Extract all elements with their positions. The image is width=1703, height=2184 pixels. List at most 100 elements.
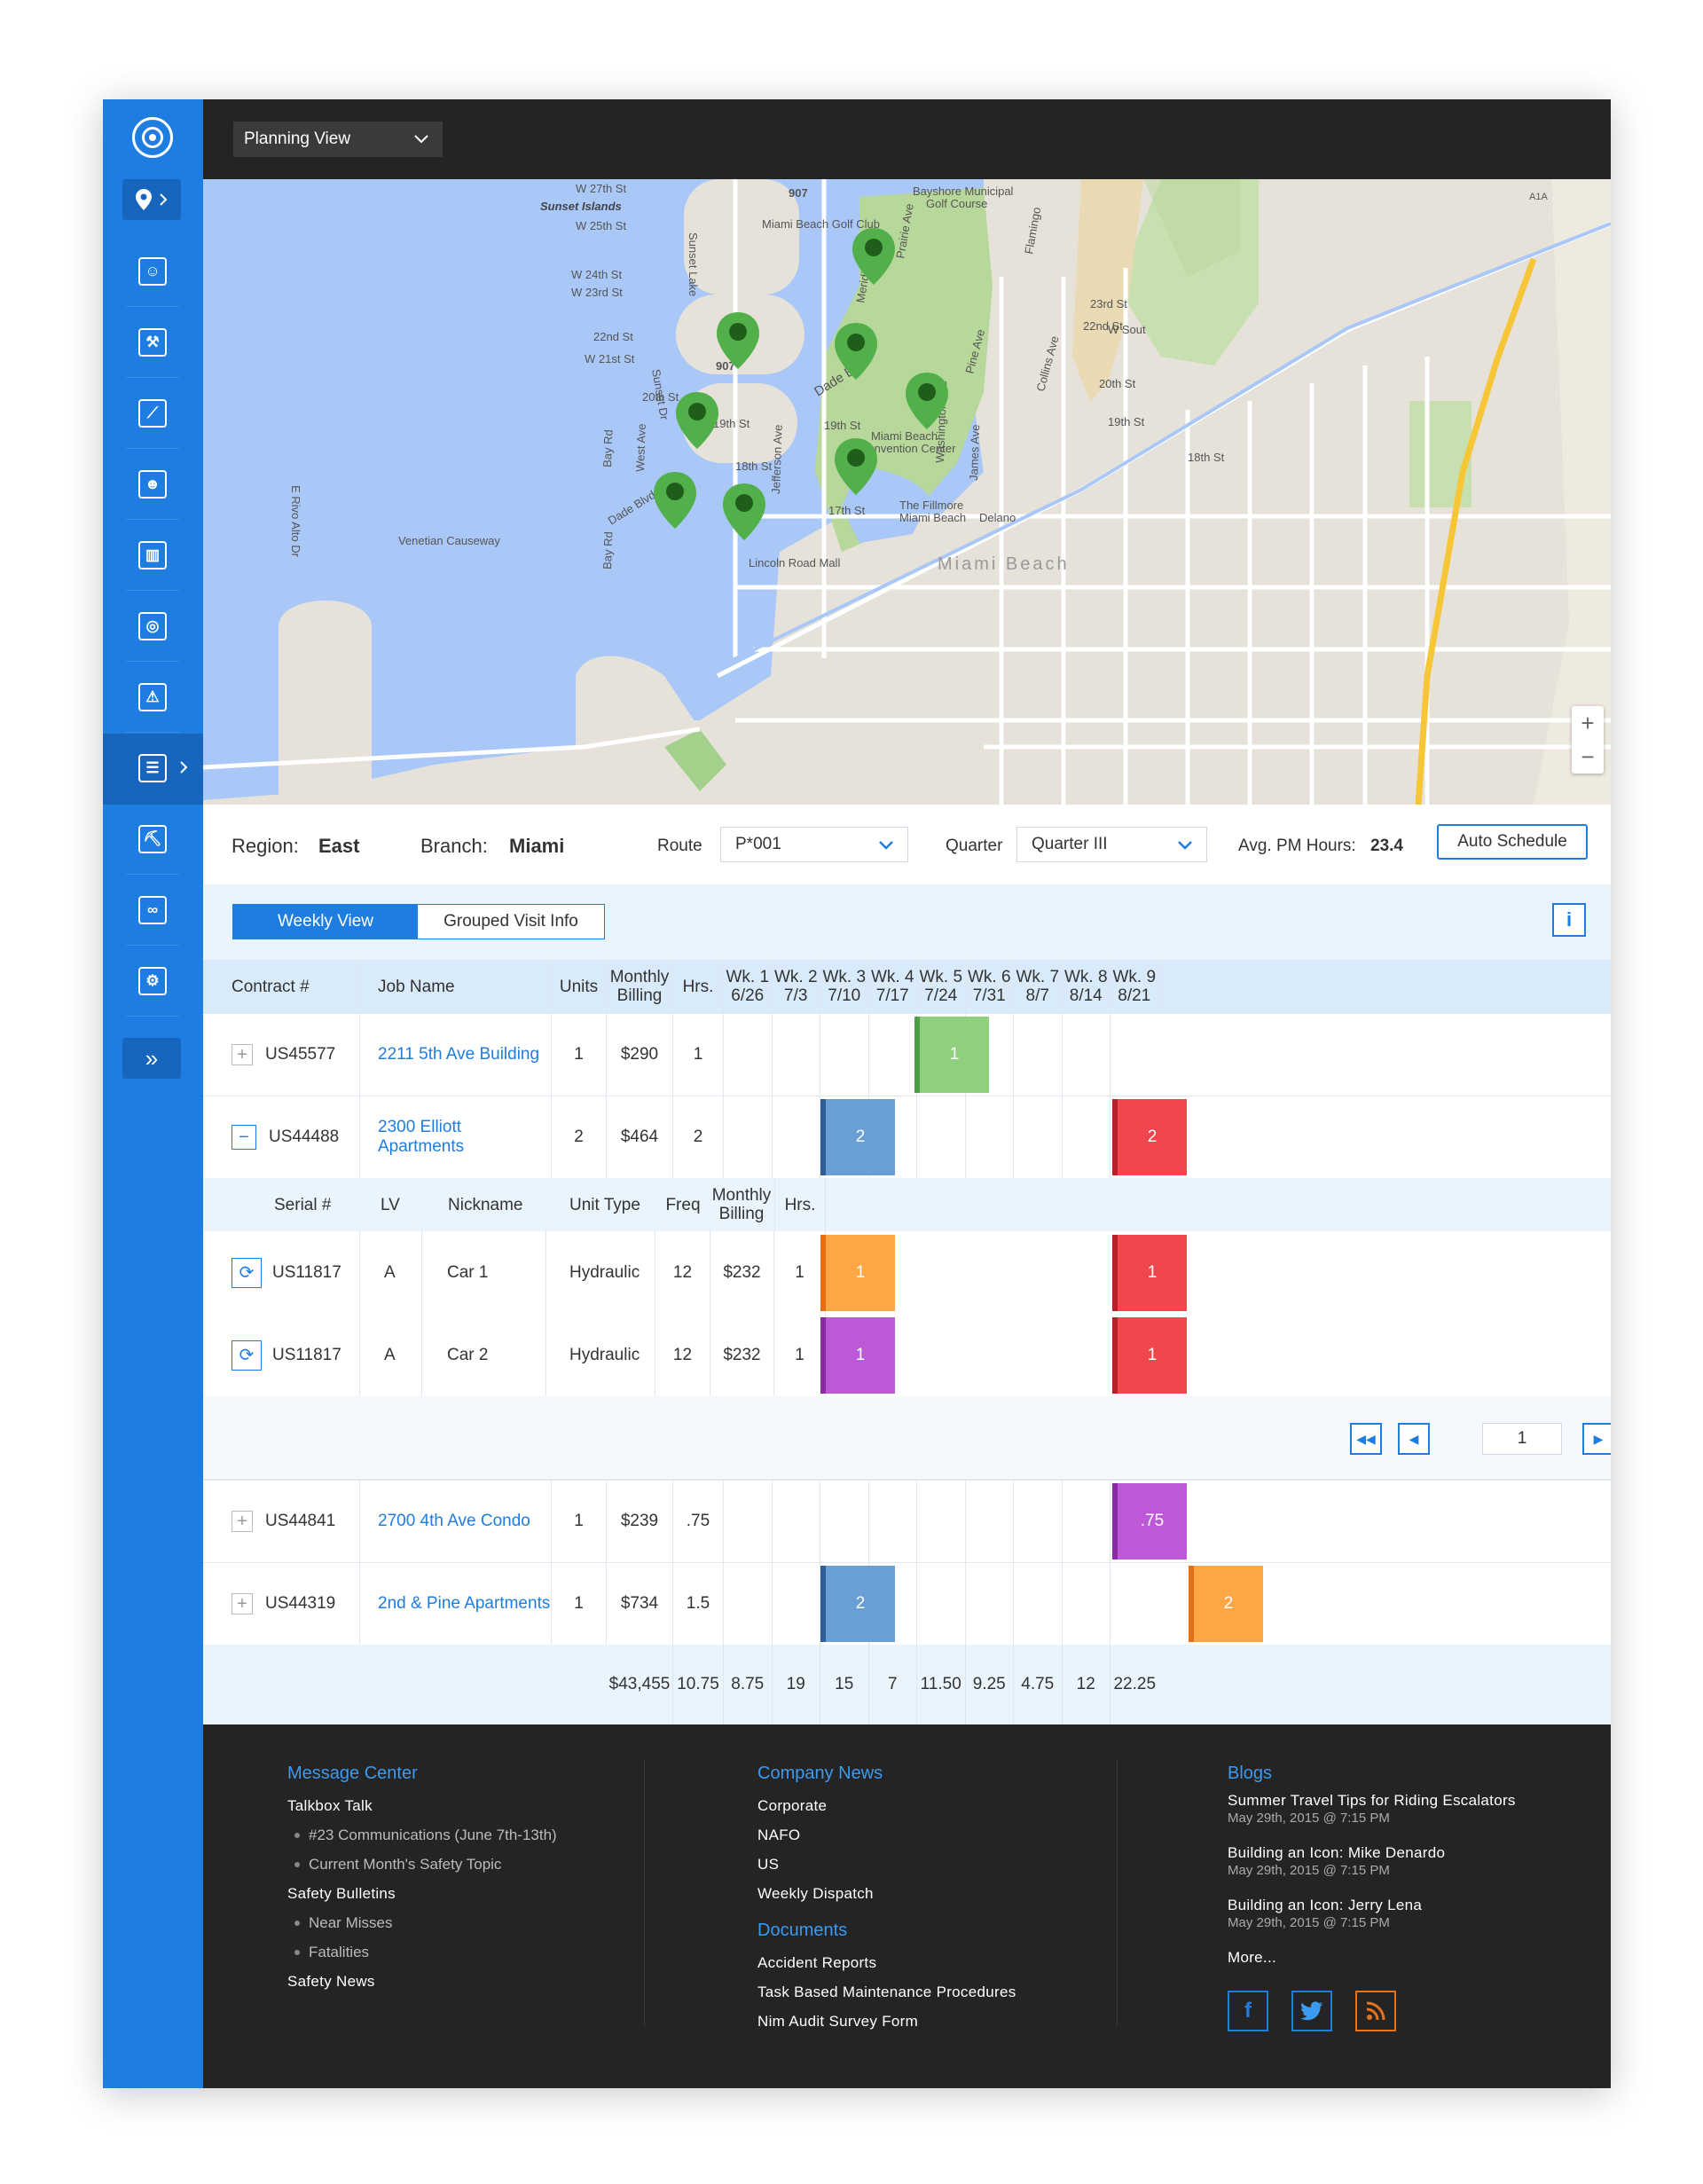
blogs-more-link[interactable]: More... xyxy=(1228,1949,1277,1966)
footer-sub-link[interactable]: Current Month's Safety Topic xyxy=(287,1850,557,1879)
tab-weekly-view[interactable]: Weekly View xyxy=(233,905,418,939)
footer-link[interactable]: Safety News xyxy=(287,1973,375,1990)
unit-row[interactable]: ⟳ US11817 A Car 1 Hydraulic 12 $232 1 1 … xyxy=(203,1231,1611,1315)
week-cell[interactable] xyxy=(724,1562,773,1645)
week-cell[interactable] xyxy=(917,1562,966,1645)
week-cell[interactable] xyxy=(869,1562,917,1645)
first-page-button[interactable]: ◀◀ xyxy=(1350,1423,1382,1455)
nav-reports[interactable]: ▥ xyxy=(126,521,179,591)
blog-title[interactable]: Summer Travel Tips for Riding Escalators xyxy=(1228,1792,1516,1809)
nav-maintenance[interactable]: ⚒ xyxy=(126,308,179,378)
week-cell[interactable] xyxy=(966,1562,1014,1645)
visit-block[interactable]: 1 xyxy=(1112,1235,1187,1311)
week-cell[interactable] xyxy=(1063,1013,1110,1096)
week-cell[interactable] xyxy=(773,1562,820,1645)
table-row[interactable]: + US44841 2700 4th Ave Condo 1 $239 .75 … xyxy=(203,1480,1611,1563)
week-cell[interactable] xyxy=(966,1013,1014,1096)
expand-row-button[interactable]: + xyxy=(232,1592,253,1614)
prev-page-button[interactable]: ◀ xyxy=(1398,1423,1430,1455)
map-marker[interactable] xyxy=(835,438,877,495)
visit-block[interactable]: 2 xyxy=(1189,1566,1263,1642)
footer-heading[interactable]: Company News xyxy=(757,1764,883,1783)
nav-analytics[interactable]: ⟋ xyxy=(126,379,179,449)
footer-link[interactable]: Safety Bulletins xyxy=(287,1885,396,1902)
job-name-link[interactable]: 2211 5th Ave Building xyxy=(360,1013,552,1096)
footer-sub-link[interactable]: Near Misses xyxy=(287,1908,557,1937)
map[interactable]: W 27th St Sunset Islands W 25th St W 24t… xyxy=(203,179,1611,805)
week-cell[interactable] xyxy=(724,1013,773,1096)
week-cell[interactable] xyxy=(917,1480,966,1562)
location-toggle-button[interactable] xyxy=(122,179,181,220)
expand-sidebar-button[interactable]: » xyxy=(122,1038,181,1079)
view-select[interactable]: Planning View xyxy=(233,122,443,157)
week-cell[interactable] xyxy=(773,1096,820,1178)
visit-block[interactable]: 2 xyxy=(820,1566,895,1642)
footer-link[interactable]: Accident Reports xyxy=(757,1954,877,1971)
collapse-row-button[interactable]: − xyxy=(232,1124,256,1150)
map-marker[interactable] xyxy=(835,323,877,380)
map-marker[interactable] xyxy=(717,312,759,369)
blog-title[interactable]: Building an Icon: Jerry Lena xyxy=(1228,1897,1423,1913)
zoom-out-button[interactable]: − xyxy=(1581,742,1595,770)
week-cell[interactable] xyxy=(724,1480,773,1562)
visit-block[interactable]: 2 xyxy=(1112,1099,1187,1175)
week-cell[interactable] xyxy=(1063,1562,1110,1645)
week-cell[interactable] xyxy=(1063,1096,1110,1178)
twitter-button[interactable]: t xyxy=(1291,1991,1332,2031)
map-marker[interactable] xyxy=(676,392,718,449)
rss-button[interactable]: rss xyxy=(1355,1991,1396,2031)
job-name-link[interactable]: 2nd & Pine Apartments xyxy=(360,1562,552,1645)
footer-heading[interactable]: Message Center xyxy=(287,1764,418,1783)
week-cell[interactable] xyxy=(1110,1562,1159,1645)
visit-block[interactable]: 1 xyxy=(1112,1317,1187,1394)
nav-settings[interactable]: ⚙ xyxy=(126,947,179,1017)
week-cell[interactable] xyxy=(1110,1013,1159,1096)
footer-heading[interactable]: Blogs xyxy=(1228,1764,1273,1783)
map-marker[interactable] xyxy=(654,472,696,529)
footer-link[interactable]: Weekly Dispatch xyxy=(757,1885,874,1902)
expand-row-button[interactable]: + xyxy=(232,1510,253,1532)
week-cell[interactable] xyxy=(773,1013,820,1096)
route-select[interactable]: P*001 xyxy=(720,827,908,862)
week-cell[interactable] xyxy=(869,1013,917,1096)
table-row[interactable]: + US44319 2nd & Pine Apartments 1 $734 1… xyxy=(203,1562,1611,1646)
footer-link[interactable]: Corporate xyxy=(757,1797,828,1814)
week-cell[interactable] xyxy=(966,1480,1014,1562)
nav-engineers[interactable]: ☺ xyxy=(126,237,179,307)
quarter-select[interactable]: Quarter III xyxy=(1016,827,1207,862)
expand-row-button[interactable]: + xyxy=(232,1043,253,1065)
week-cell[interactable] xyxy=(917,1096,966,1178)
footer-link[interactable]: Talkbox Talk xyxy=(287,1797,373,1814)
visit-block[interactable]: 1 xyxy=(820,1317,895,1394)
facebook-button[interactable]: f xyxy=(1228,1991,1268,2031)
week-cell[interactable] xyxy=(966,1096,1014,1178)
table-row[interactable]: − US44488 2300 Elliott Apartments 2 $464… xyxy=(203,1096,1611,1179)
job-name-link[interactable]: 2700 4th Ave Condo xyxy=(360,1480,552,1562)
zoom-in-button[interactable]: + xyxy=(1581,709,1595,736)
nav-technicians[interactable]: ☻ xyxy=(126,450,179,520)
week-cell[interactable] xyxy=(1014,1096,1063,1178)
footer-sub-link[interactable]: Fatalities xyxy=(287,1937,557,1967)
table-row[interactable]: + US45577 2211 5th Ave Building 1 $290 1… xyxy=(203,1013,1611,1096)
week-cell[interactable] xyxy=(820,1013,869,1096)
nav-alerts[interactable]: ⚠ xyxy=(126,663,179,733)
visit-block[interactable]: 1 xyxy=(820,1235,895,1311)
nav-links[interactable]: ∞ xyxy=(126,876,179,946)
footer-link[interactable]: Task Based Maintenance Procedures xyxy=(757,1984,1016,2000)
tab-grouped-visit-info[interactable]: Grouped Visit Info xyxy=(418,905,604,939)
map-marker[interactable] xyxy=(723,483,765,540)
nav-toolbox[interactable]: ⛏ xyxy=(126,805,179,875)
unit-row[interactable]: ⟳ US11817 A Car 2 Hydraulic 12 $232 1 1 … xyxy=(203,1314,1611,1397)
week-cell[interactable] xyxy=(1014,1013,1063,1096)
nav-radar[interactable]: ◎ xyxy=(126,592,179,662)
week-cell[interactable] xyxy=(1063,1480,1110,1562)
footer-heading[interactable]: Documents xyxy=(757,1921,848,1940)
footer-link[interactable]: Nim Audit Survey Form xyxy=(757,2013,919,2030)
week-cell[interactable] xyxy=(724,1096,773,1178)
footer-link[interactable]: NAFO xyxy=(757,1827,801,1843)
footer-sub-link[interactable]: #23 Communications (June 7th-13th) xyxy=(287,1820,557,1850)
week-cell[interactable] xyxy=(773,1480,820,1562)
week-cell[interactable] xyxy=(820,1480,869,1562)
refresh-icon[interactable]: ⟳ xyxy=(232,1257,262,1288)
map-marker[interactable] xyxy=(852,228,895,285)
